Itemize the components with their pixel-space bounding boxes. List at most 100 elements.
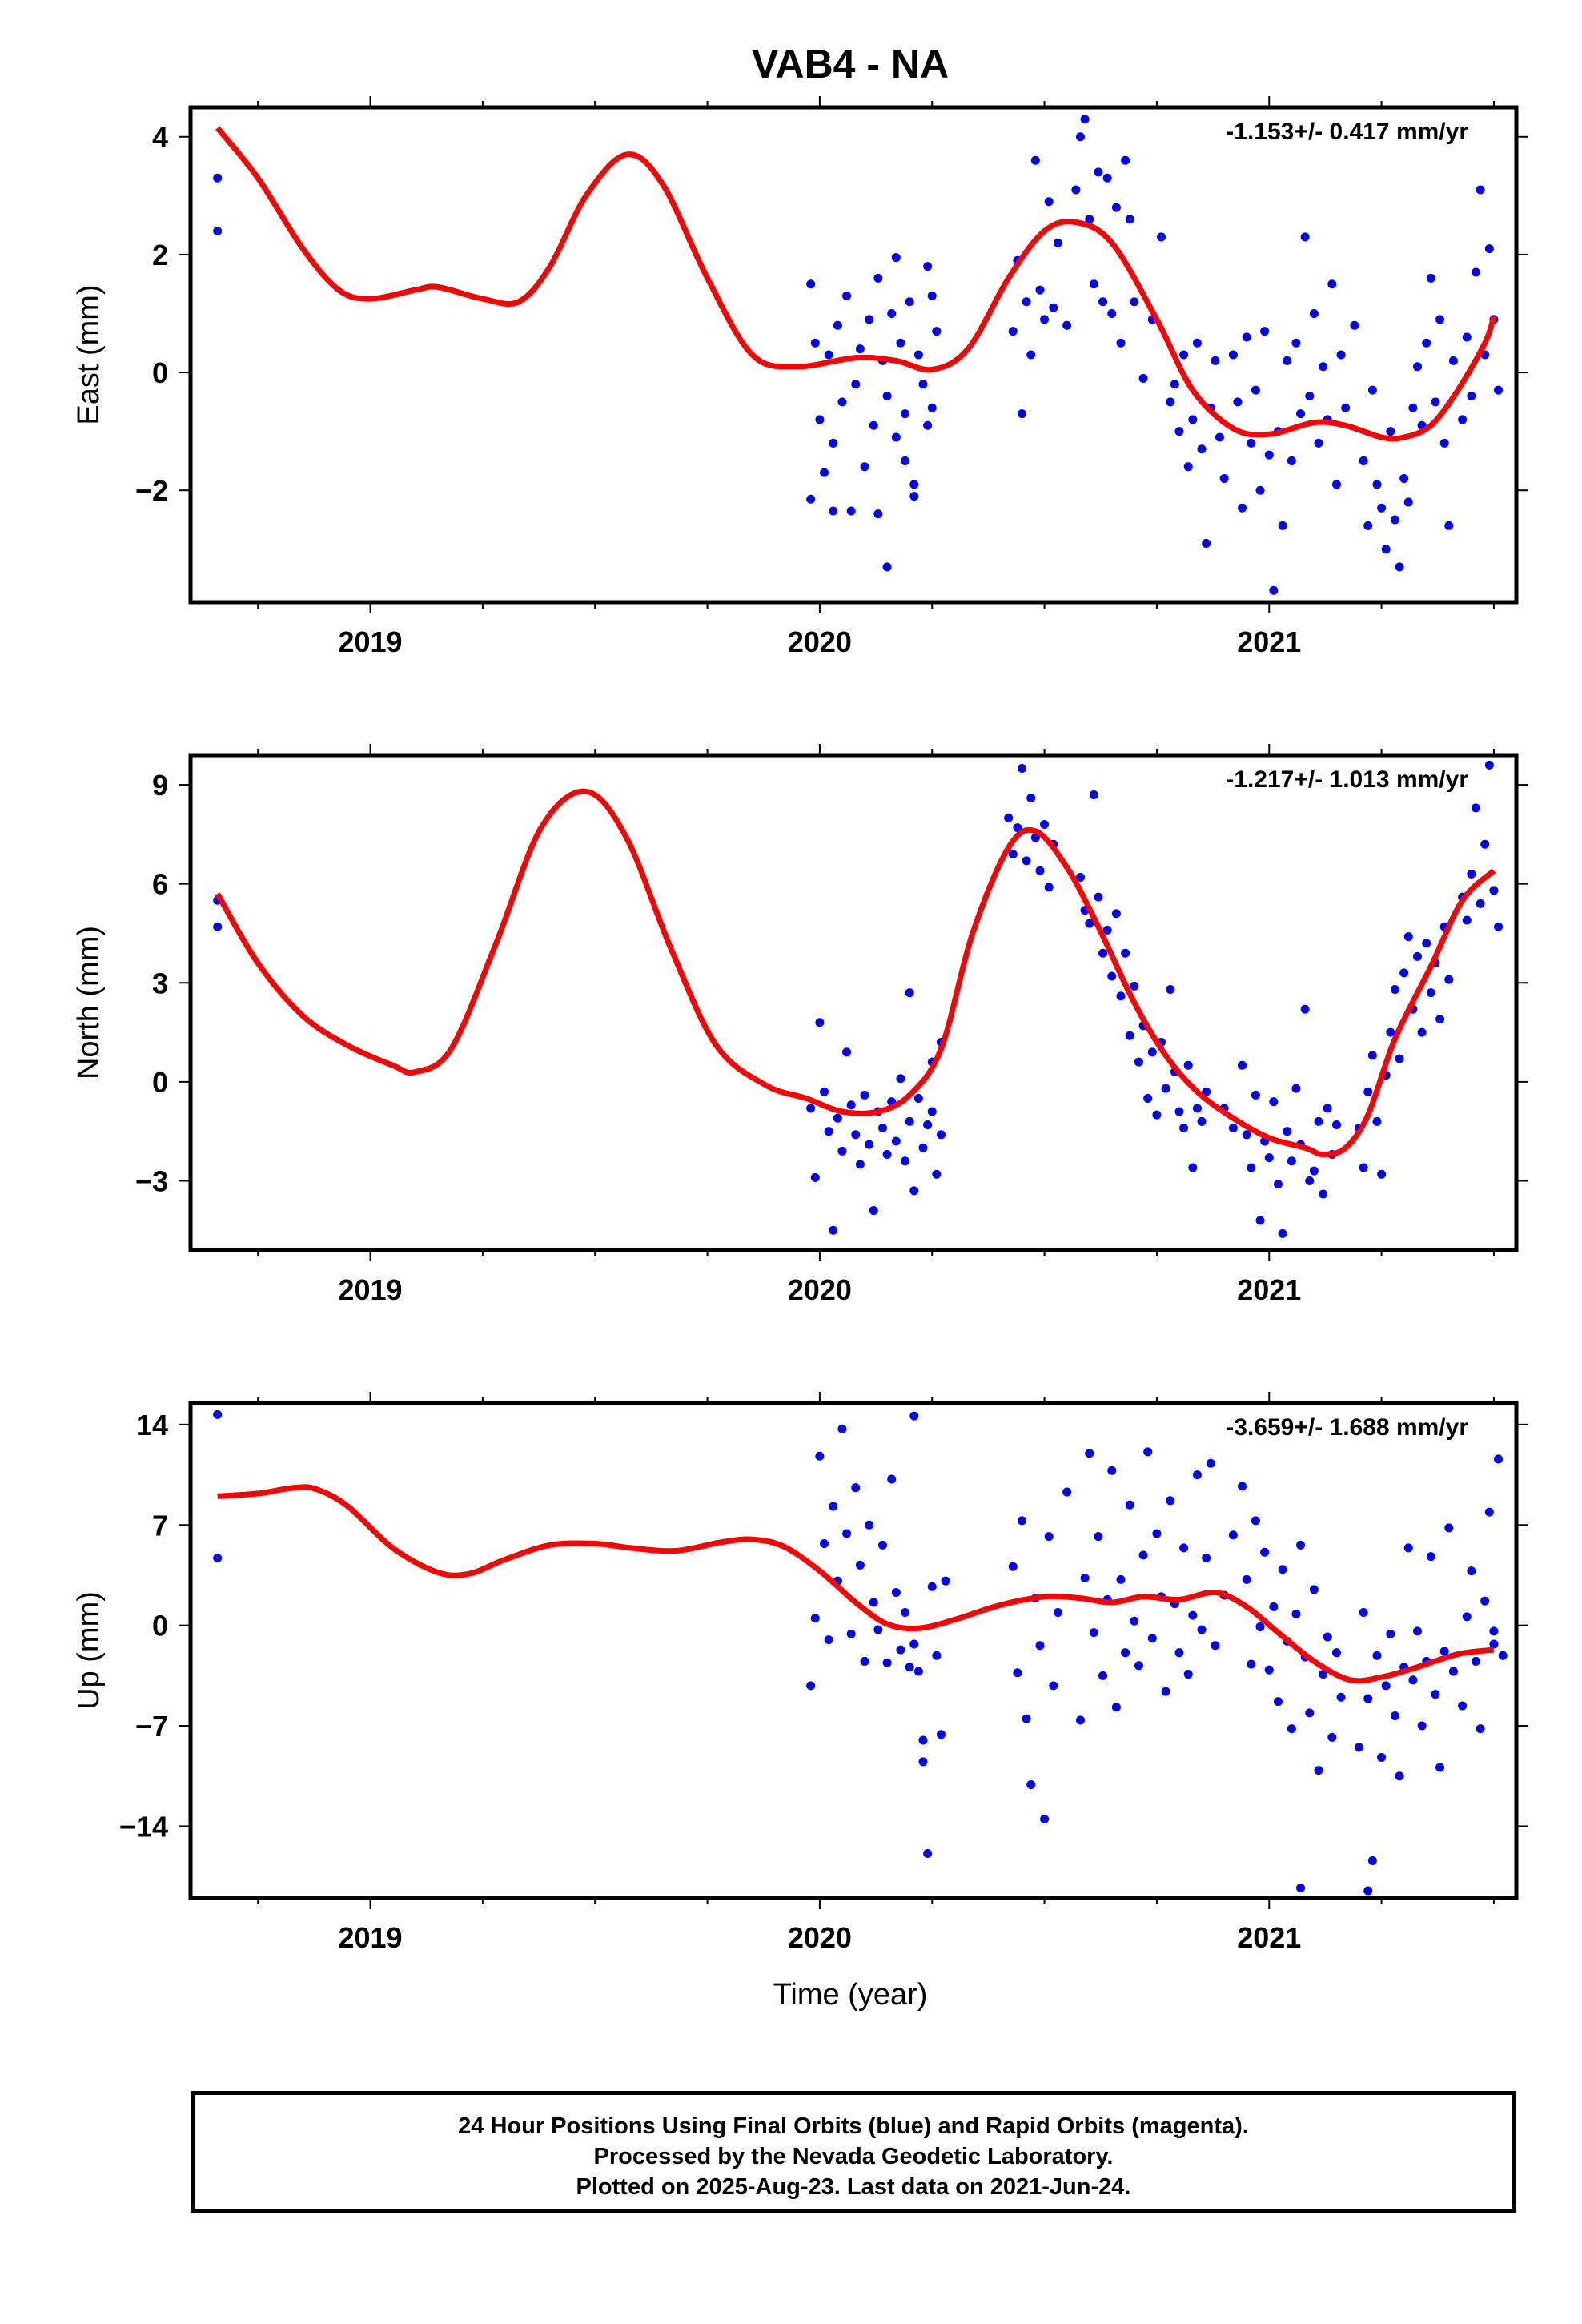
data-point [1125,1500,1134,1510]
data-point [1417,1027,1427,1037]
data-point [1202,538,1211,548]
data-point [1367,1051,1377,1060]
data-point [901,1156,910,1166]
data-point [1044,197,1054,207]
data-point [1494,385,1504,395]
data-point [842,291,852,300]
data-point [913,1667,923,1676]
data-point [1026,1779,1036,1789]
data-point [865,315,874,324]
data-point [1183,462,1193,472]
data-point [1008,850,1018,859]
data-point [1417,1721,1427,1731]
data-point [1247,438,1256,448]
data-point [213,173,223,183]
data-point [882,562,892,572]
y-tick-label: 0 [152,1066,168,1099]
data-point [905,1663,914,1672]
data-point [806,494,816,504]
data-point [1030,155,1040,165]
data-point [1085,919,1094,928]
data-point [846,506,856,516]
y-tick-label: 4 [152,121,168,154]
data-point [1098,948,1108,958]
data-point [905,297,914,307]
data-point [1363,521,1373,530]
data-point [837,1424,847,1433]
data-point [901,409,910,419]
data-point [927,291,937,300]
data-point [896,1074,905,1084]
data-point [815,415,825,424]
data-point [829,1225,838,1235]
data-point [1121,155,1130,165]
data-point [1018,1516,1027,1526]
data-point [1355,1743,1364,1752]
panel-up: 2019 2020 2021 14 7 0 −7 −14 Up (mm) -3.659+/- 1.… [72,1392,1528,1954]
data-point [829,1502,838,1511]
data-point [882,392,892,400]
data-point [1242,332,1251,342]
data-point [909,1186,919,1196]
data-point [909,1639,919,1649]
data-point [1372,480,1382,489]
data-point [1367,385,1377,395]
data-point [1134,1661,1143,1671]
data-point [1211,356,1220,365]
data-point [891,253,901,263]
data-point [1408,403,1418,412]
x-tick-label: 2020 [788,1273,852,1306]
data-point [1350,320,1359,330]
data-point [918,1757,928,1767]
data-point [1130,297,1139,307]
data-point [860,1656,869,1666]
x-axis-label: Time (year) [773,1978,928,2012]
data-point [1228,1530,1238,1540]
data-point [1071,185,1081,195]
data-point [1251,1516,1260,1526]
data-point [882,1150,892,1160]
data-point [1147,1634,1157,1643]
data-point [1026,794,1036,803]
data-point [1255,1622,1265,1631]
data-point [851,1483,861,1493]
data-point [1390,1711,1399,1721]
data-point [820,1087,829,1096]
data-point [1291,338,1301,348]
data-point [1372,1651,1382,1660]
data-point [923,262,933,271]
data-point [1197,1116,1207,1126]
data-point [1489,886,1499,895]
rate-annotation-north: -1.217+/- 1.013 mm/yr [1226,766,1468,793]
data-point [1053,238,1062,247]
y-axis-label-up: Up (mm) [72,1591,106,1710]
data-point [1102,925,1112,935]
footer-line-1: 24 Hour Positions Using Final Orbits (bl… [458,2113,1249,2139]
data-point [882,1658,892,1667]
data-point [1179,350,1189,360]
data-point [909,480,919,489]
data-point [1089,1628,1098,1638]
data-point [1179,1124,1189,1133]
data-point [1462,332,1472,342]
data-point [1040,315,1050,324]
data-point [815,1018,825,1027]
data-point [842,1529,852,1538]
data-point [1125,215,1134,224]
data-point [1287,1156,1296,1166]
data-point [860,462,869,472]
data-point [1264,1153,1274,1163]
data-point [1386,427,1395,436]
data-point [1044,883,1054,892]
data-point [1426,273,1435,283]
data-point [1233,397,1243,407]
data-point [1471,803,1480,813]
data-point [1080,115,1090,124]
data-point [1287,456,1296,465]
data-point [1498,1651,1508,1660]
data-point [1489,1626,1499,1636]
data-point [1319,1670,1328,1679]
data-point [1367,1856,1377,1865]
data-point [1323,1104,1332,1113]
data-point [806,1681,816,1691]
